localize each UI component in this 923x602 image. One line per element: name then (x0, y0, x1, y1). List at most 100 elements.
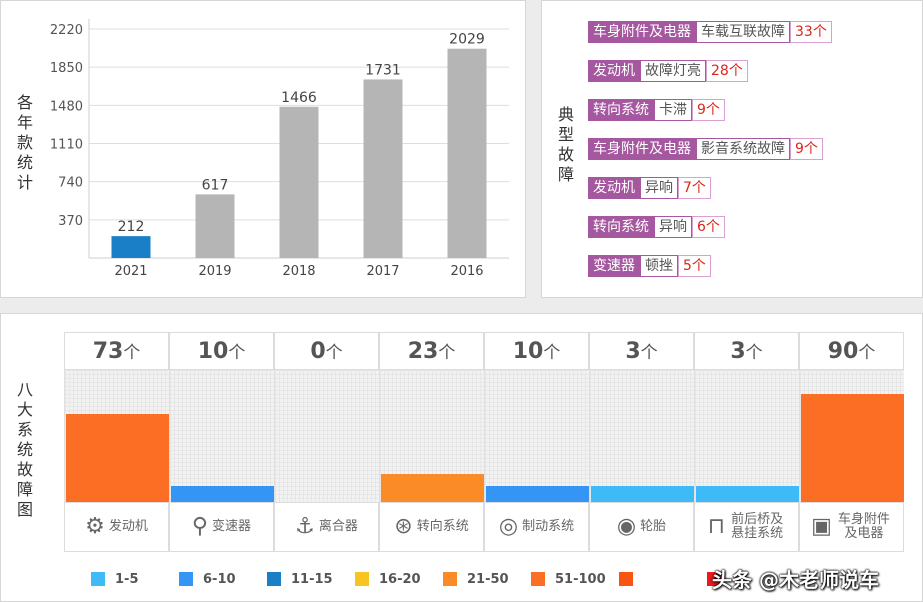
x-tick-label: 2021 (114, 264, 147, 279)
data-label: 617 (202, 177, 229, 193)
count-unit: 个 (543, 343, 561, 363)
legend-entry (707, 568, 795, 590)
count-unit: 个 (438, 343, 456, 363)
system-count: 23个 (379, 332, 484, 370)
data-label: 1731 (365, 62, 401, 78)
year-bar-chart: 370 740 1110 1480 1850 2220 212 2021 617 2019 1466… (50, 19, 509, 279)
count-value: 0 (310, 339, 326, 364)
systems-legend: 1-5 6-10 11-15 16-20 21-50 51-100 (91, 568, 795, 590)
system-bar-area (169, 370, 274, 502)
fault-description: 顿挫 (640, 255, 678, 277)
count-value: 3 (625, 339, 641, 364)
count-unit: 个 (325, 343, 343, 363)
fault-row: 发动机 异响 7个 (588, 177, 832, 199)
legend-swatch (707, 572, 721, 586)
fault-count: 5个 (678, 255, 711, 277)
count-unit: 个 (123, 343, 141, 363)
system-bar-area (379, 370, 484, 502)
fault-description: 卡滞 (654, 99, 692, 121)
system-column: 10个 ◎ 制动系统 (484, 332, 589, 552)
legend-label: 51-100 (555, 571, 606, 587)
fault-count: 6个 (692, 216, 725, 238)
data-label: 1466 (281, 90, 317, 106)
fault-count: 7个 (678, 177, 711, 199)
count-value: 10 (512, 339, 544, 364)
y-tick-label: 1110 (50, 138, 83, 153)
system-bar (486, 486, 589, 502)
count-unit: 个 (228, 343, 246, 363)
system-label: ⚙ 发动机 (64, 502, 169, 552)
legend-swatch (179, 572, 193, 586)
engine-icon: ⚙ (85, 514, 105, 539)
legend-label: 1-5 (115, 571, 139, 587)
fault-system: 变速器 (588, 255, 640, 277)
system-bar (801, 394, 904, 502)
system-count: 10个 (169, 332, 274, 370)
fault-system: 转向系统 (588, 99, 654, 121)
data-label: 212 (118, 219, 145, 235)
legend-entry (619, 568, 707, 590)
typical-faults-title: 典型故障 (557, 105, 574, 184)
system-label: ◎ 制动系统 (484, 502, 589, 552)
system-count: 3个 (589, 332, 694, 370)
fault-row: 变速器 顿挫 5个 (588, 255, 832, 277)
system-column: 73个 ⚙ 发动机 (64, 332, 169, 552)
typical-faults-panel: 典型故障 车身附件及电器 车载互联故障 33个 发动机 故障灯亮 28个 转向系统 卡滞 9个车… (541, 0, 923, 298)
system-count: 90个 (799, 332, 904, 370)
brake-disc-icon: ◎ (498, 514, 519, 539)
steering-wheel-icon: ⊛ (394, 514, 413, 539)
systems-bar-chart: 73个 ⚙ 发动机 10个 ⚲ 变速器 0个 ⚓ 离合器 23个 ⊛ 转向系统 10个 ◎ 制动系统 3个 ◉ 轮… (64, 332, 904, 552)
system-label: ⚓ 离合器 (274, 502, 379, 552)
system-name: 制动系统 (522, 519, 575, 534)
system-bar-area (799, 370, 904, 502)
legend-swatch (443, 572, 457, 586)
fault-row: 转向系统 卡滞 9个 (588, 99, 832, 121)
systems-chart-ylabel: 八大系统故障图 (16, 380, 33, 519)
legend-label: 11-15 (291, 571, 333, 587)
count-unit: 个 (640, 343, 658, 363)
count-unit: 个 (858, 343, 876, 363)
system-column: 23个 ⊛ 转向系统 (379, 332, 484, 552)
bar-2017 (363, 79, 403, 258)
fault-row: 发动机 故障灯亮 28个 (588, 60, 832, 82)
system-bar-area (274, 370, 379, 502)
fault-system: 发动机 (588, 60, 640, 82)
clutch-pedal-icon: ⚓ (295, 514, 315, 539)
system-column: 90个 ▣ 车身附件及电器 (799, 332, 904, 552)
year-chart-ylabel: 各年款统计 (16, 93, 33, 192)
system-count: 3个 (694, 332, 799, 370)
y-tick-label: 1850 (50, 61, 83, 76)
fault-system: 车身附件及电器 (588, 138, 696, 160)
watermark: 头条 @木老师说车 (712, 568, 879, 592)
y-tick-label: 740 (58, 176, 83, 191)
bar-2018 (279, 106, 319, 258)
count-value: 23 (407, 339, 439, 364)
system-bar-area (589, 370, 694, 502)
x-tick-label: 2016 (450, 264, 483, 279)
gear-shift-icon: ⚲ (191, 514, 209, 539)
system-bar-area (484, 370, 589, 502)
legend-entry: 6-10 (179, 568, 267, 590)
system-bar (696, 486, 799, 502)
legend-entry: 16-20 (355, 568, 443, 590)
tire-icon: ◉ (616, 514, 637, 539)
system-label: ▣ 车身附件及电器 (799, 502, 904, 552)
count-value: 73 (92, 339, 124, 364)
fault-system: 发动机 (588, 177, 640, 199)
system-name: 前后桥及悬挂系统 (731, 512, 784, 541)
fault-row: 车身附件及电器 车载互联故障 33个 (588, 21, 832, 43)
count-value: 90 (827, 339, 859, 364)
system-name: 车身附件及电器 (837, 512, 890, 541)
system-column: 0个 ⚓ 离合器 (274, 332, 379, 552)
system-bar (66, 414, 169, 502)
bar-2016 (447, 48, 487, 258)
fault-description: 异响 (640, 177, 678, 199)
system-name: 变速器 (212, 519, 252, 534)
count-unit: 个 (745, 343, 763, 363)
year-stats-panel: 各年款统计 370 740 1110 1480 1850 2220 212 2021 617 20… (0, 0, 526, 298)
fault-system: 转向系统 (588, 216, 654, 238)
fault-count: 28个 (706, 60, 748, 82)
fault-description: 影音系统故障 (696, 138, 790, 160)
system-name: 发动机 (108, 519, 148, 534)
fault-description: 故障灯亮 (640, 60, 706, 82)
